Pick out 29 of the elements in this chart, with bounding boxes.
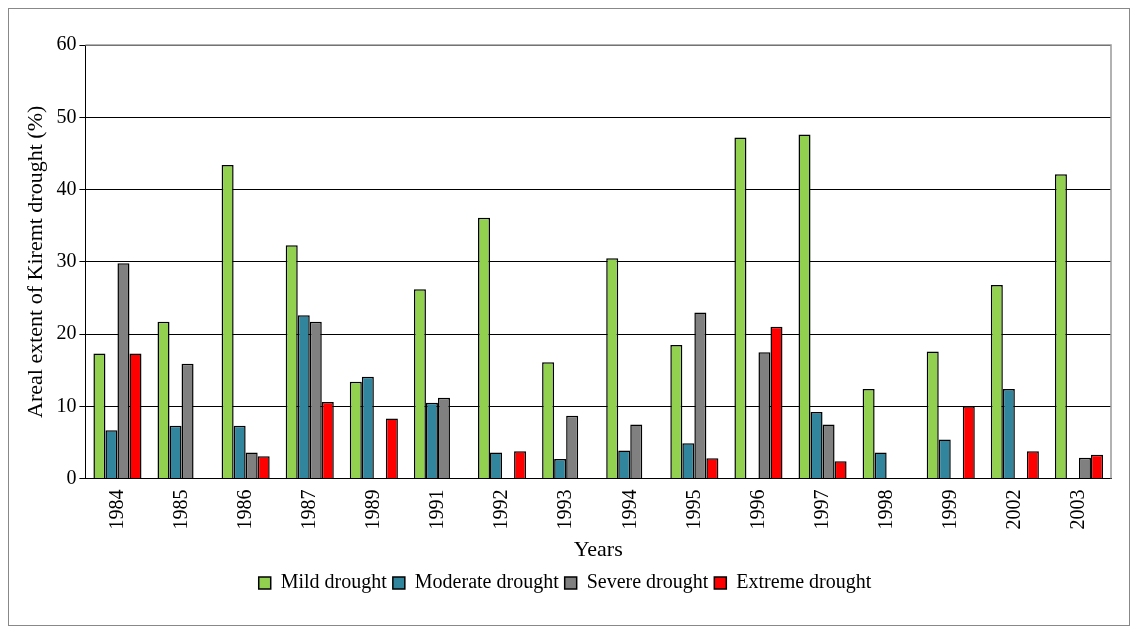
x-tick-label: 2002: [1002, 489, 1025, 530]
x-tick-label: 1994: [617, 489, 640, 530]
x-tick-label: 2003: [1066, 489, 1089, 530]
x-tick-label: 1985: [168, 489, 191, 530]
x-tick-label: 1997: [809, 489, 832, 530]
y-tick-label: 0: [66, 465, 77, 488]
x-tick-label: 1989: [361, 489, 384, 530]
x-tick-label: 1984: [104, 489, 127, 530]
x-tick-label: 1996: [745, 489, 768, 530]
legend-label: Severe drought: [586, 570, 709, 594]
y-tick-label: 60: [56, 32, 77, 55]
x-tick-label: 1991: [425, 489, 448, 530]
y-tick-label: 40: [56, 176, 77, 199]
y-tick-label: 30: [56, 249, 77, 272]
y-tick-label: 20: [56, 321, 77, 344]
x-tick-label: 1987: [297, 489, 319, 530]
x-axis-title: Years: [573, 535, 623, 561]
legend-label: Mild drought: [280, 570, 388, 594]
y-tick-label: 50: [56, 104, 77, 127]
y-axis-title: Areal extent of Kiremt drought (%): [21, 105, 47, 418]
y-tick-label: 10: [56, 393, 77, 416]
x-tick-label: 1998: [873, 489, 896, 530]
legend-label: Moderate drought: [414, 570, 560, 594]
x-tick-label: 1993: [553, 489, 576, 530]
x-tick-label: 1995: [681, 489, 704, 530]
x-tick-label: 1999: [938, 489, 960, 530]
legend-label: Extreme drought: [736, 570, 872, 594]
x-tick-label: 1992: [489, 489, 512, 530]
x-tick-label: 1986: [232, 489, 255, 530]
